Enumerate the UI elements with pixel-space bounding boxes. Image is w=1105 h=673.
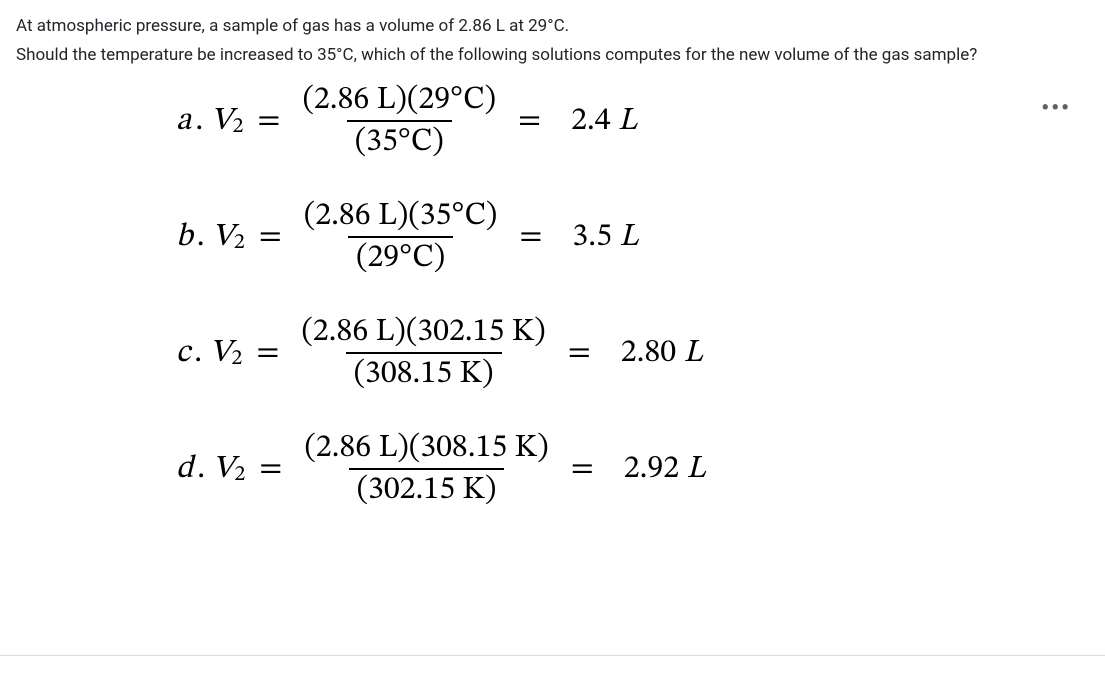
option-result: 3.5 L bbox=[572, 217, 638, 257]
variable-subscript: 2 bbox=[234, 229, 245, 257]
variable-name: V bbox=[212, 217, 234, 257]
fraction-numerator: (2.86 L)(302.15 K) bbox=[293, 312, 553, 352]
answer-option[interactable]: c. V2 = (2.86 L)(302.15 K)(308.15 K) = 2.80 … bbox=[176, 312, 1089, 394]
answer-option[interactable]: a. V2 = (2.86 L)(29°C)(35°C) = 2.4 L bbox=[176, 80, 1089, 162]
fraction: (2.86 L)(302.15 K)(308.15 K) bbox=[293, 312, 553, 394]
variable-name: V bbox=[211, 101, 233, 141]
option-lhs: a. V2 bbox=[176, 101, 243, 141]
question-text: At atmospheric pressure, a sample of gas… bbox=[16, 12, 1089, 70]
fraction: (2.86 L)(29°C)(35°C) bbox=[294, 80, 504, 162]
equals-sign: = bbox=[259, 217, 282, 257]
variable-subscript: 2 bbox=[234, 461, 245, 489]
equals-sign: = bbox=[568, 333, 591, 373]
variable-subscript: 2 bbox=[233, 113, 244, 141]
equals-sign: = bbox=[256, 333, 279, 373]
fraction: (2.86 L)(35°C)(29°C) bbox=[296, 196, 506, 278]
equals-sign: = bbox=[519, 217, 542, 257]
answer-option[interactable]: b. V2 = (2.86 L)(35°C)(29°C) = 3.5 L bbox=[176, 196, 1089, 278]
variable-subscript: 2 bbox=[231, 345, 242, 373]
equals-sign: = bbox=[257, 101, 280, 141]
fraction-denominator: (35°C) bbox=[347, 120, 452, 162]
option-letter: d bbox=[176, 449, 193, 489]
option-letter: a bbox=[176, 101, 191, 141]
option-lhs: c. V2 bbox=[176, 333, 242, 373]
option-lhs: d. V2 bbox=[176, 449, 245, 489]
answer-option[interactable]: d. V2 = (2.86 L)(308.15 K)(302.15 K) = 2.92 … bbox=[176, 428, 1089, 510]
more-options-icon[interactable]: ••• bbox=[1041, 96, 1071, 121]
question-line-1: At atmospheric pressure, a sample of gas… bbox=[16, 12, 1089, 41]
equals-sign: = bbox=[571, 449, 594, 489]
fraction-denominator: (308.15 K) bbox=[346, 352, 502, 394]
fraction-numerator: (2.86 L)(35°C) bbox=[296, 196, 506, 236]
equals-sign: = bbox=[259, 449, 282, 489]
option-result: 2.80 L bbox=[621, 333, 703, 373]
option-result: 2.4 L bbox=[571, 101, 637, 141]
fraction-denominator: (302.15 K) bbox=[349, 468, 505, 510]
question-line-2: Should the temperature be increased to 3… bbox=[16, 41, 1089, 70]
variable-name: V bbox=[210, 333, 232, 373]
fraction-numerator: (2.86 L)(308.15 K) bbox=[296, 428, 556, 468]
fraction: (2.86 L)(308.15 K)(302.15 K) bbox=[296, 428, 556, 510]
option-result: 2.92 L bbox=[624, 449, 706, 489]
variable-name: V bbox=[213, 449, 235, 489]
bottom-divider bbox=[0, 655, 1105, 656]
fraction-numerator: (2.86 L)(29°C) bbox=[294, 80, 504, 120]
option-lhs: b. V2 bbox=[176, 217, 245, 257]
option-letter: c bbox=[176, 333, 190, 373]
option-letter: b bbox=[176, 217, 193, 257]
fraction-denominator: (29°C) bbox=[348, 236, 453, 278]
answer-options: a. V2 = (2.86 L)(29°C)(35°C) = 2.4 L b. V2 = (2… bbox=[176, 80, 1089, 510]
equals-sign: = bbox=[518, 101, 541, 141]
question-container: At atmospheric pressure, a sample of gas… bbox=[0, 0, 1105, 510]
